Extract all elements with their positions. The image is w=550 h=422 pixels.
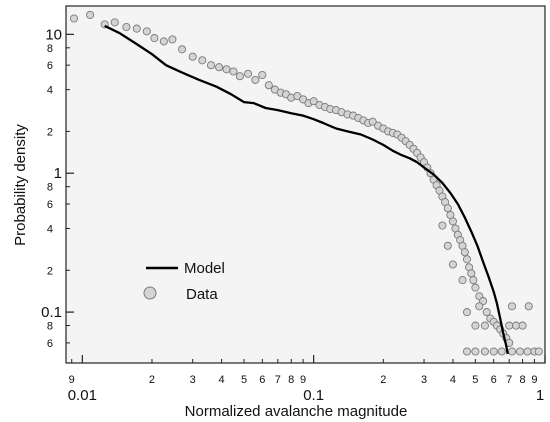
data-point: [462, 308, 472, 317]
data-point: [243, 69, 253, 78]
data-point: [462, 347, 472, 356]
data-point: [150, 34, 159, 43]
y-minor-tick-label: 6: [47, 199, 53, 211]
x-minor-tick-label: 3: [421, 374, 427, 386]
y-minor-tick-label: 2: [47, 126, 53, 138]
data-point: [229, 67, 238, 76]
y-minor-tick-label: 8: [47, 321, 53, 333]
data-point: [471, 347, 480, 356]
y-minor-tick-label: 4: [47, 223, 53, 235]
data-point: [215, 63, 224, 72]
x-minor-tick-label: 7: [275, 374, 281, 386]
x-tick-label: 0.01: [68, 387, 97, 404]
legend-data-label: Data: [186, 286, 218, 303]
x-minor-tick-label: 7: [506, 374, 512, 386]
data-point: [258, 70, 267, 80]
data-point: [86, 10, 95, 19]
data-point: [309, 97, 318, 106]
data-point: [222, 65, 231, 74]
plot-area: [65, 5, 546, 364]
data-point: [448, 217, 457, 226]
y-tick-label: 10: [45, 26, 62, 43]
x-minor-tick-label: 3: [190, 374, 196, 386]
data-point: [235, 72, 244, 81]
data-point: [132, 24, 141, 33]
model-line: [104, 24, 509, 355]
data-point: [159, 37, 168, 46]
legend: Model Data: [143, 260, 225, 303]
legend-model-label: Model: [184, 260, 225, 277]
data-point: [188, 52, 197, 61]
data-point: [443, 241, 452, 250]
data-layer: [69, 10, 543, 356]
y-minor-tick-label: 8: [47, 43, 53, 55]
data-point: [264, 81, 273, 90]
data-point: [438, 221, 447, 230]
axis-ticks: [66, 33, 546, 363]
data-point: [518, 321, 527, 330]
data-point: [198, 56, 207, 65]
data-point: [251, 75, 260, 84]
data-point: [489, 347, 498, 356]
x-minor-tick-label: 9: [531, 374, 537, 386]
data-point: [299, 95, 308, 104]
y-tick-label: 1: [54, 165, 62, 182]
y-tick-label: 0.1: [41, 304, 62, 321]
x-minor-tick-label: 8: [288, 374, 294, 386]
x-minor-tick-label: 2: [380, 374, 386, 386]
x-minor-tick-label: 2: [149, 374, 155, 386]
data-point: [168, 35, 177, 44]
data-point: [443, 204, 452, 213]
data-point: [448, 260, 457, 269]
x-minor-tick-label: 8: [520, 374, 526, 386]
data-point: [480, 347, 489, 356]
data-point: [480, 321, 489, 330]
data-point: [482, 308, 491, 317]
data-point: [475, 302, 484, 311]
x-minor-tick-label: 6: [259, 374, 265, 386]
data-point: [460, 248, 469, 257]
data-point: [368, 117, 377, 126]
data-point: [471, 321, 480, 330]
data-point: [458, 276, 467, 285]
data-point: [178, 45, 187, 54]
data-point: [507, 347, 517, 356]
x-minor-tick-label: 4: [450, 374, 456, 386]
y-axis-title: Probability density: [12, 124, 29, 246]
data-point: [467, 269, 476, 278]
data-point: [523, 347, 532, 356]
data-point: [497, 347, 506, 356]
data-point: [142, 27, 151, 36]
data-point: [515, 347, 525, 356]
x-minor-tick-label: 9: [69, 374, 75, 386]
data-point: [469, 276, 478, 285]
data-point: [505, 321, 514, 330]
x-tick-label: 0.1: [303, 387, 324, 404]
y-minor-tick-label: 6: [47, 60, 53, 72]
data-point: [471, 283, 480, 292]
data-point: [507, 302, 517, 311]
x-minor-tick-label: 5: [241, 374, 247, 386]
x-axis-title: Normalized avalanche magnitude: [185, 403, 408, 420]
data-point: [534, 347, 543, 356]
data-point: [524, 302, 533, 311]
x-minor-tick-label: 6: [491, 374, 497, 386]
y-minor-tick-label: 8: [47, 182, 53, 194]
y-minor-tick-label: 4: [47, 85, 53, 97]
data-point: [462, 255, 472, 264]
x-tick-label: 1: [536, 387, 544, 404]
data-point: [110, 18, 119, 27]
y-minor-tick-label: 6: [47, 338, 53, 350]
y-minor-tick-label: 2: [47, 265, 53, 277]
x-minor-tick-label: 9: [300, 374, 306, 386]
x-minor-tick-label: 4: [219, 374, 225, 386]
data-point: [206, 61, 216, 70]
axis-tick-labels: 0.01 0.1 19 2 3 4 5 6 7 8 9 2 3 4 5 6 7 8 90.1110682468246…: [41, 26, 544, 404]
data-point: [122, 22, 131, 32]
data-point: [69, 14, 79, 23]
x-minor-tick-label: 5: [472, 374, 478, 386]
legend-data-swatch: [143, 286, 157, 300]
